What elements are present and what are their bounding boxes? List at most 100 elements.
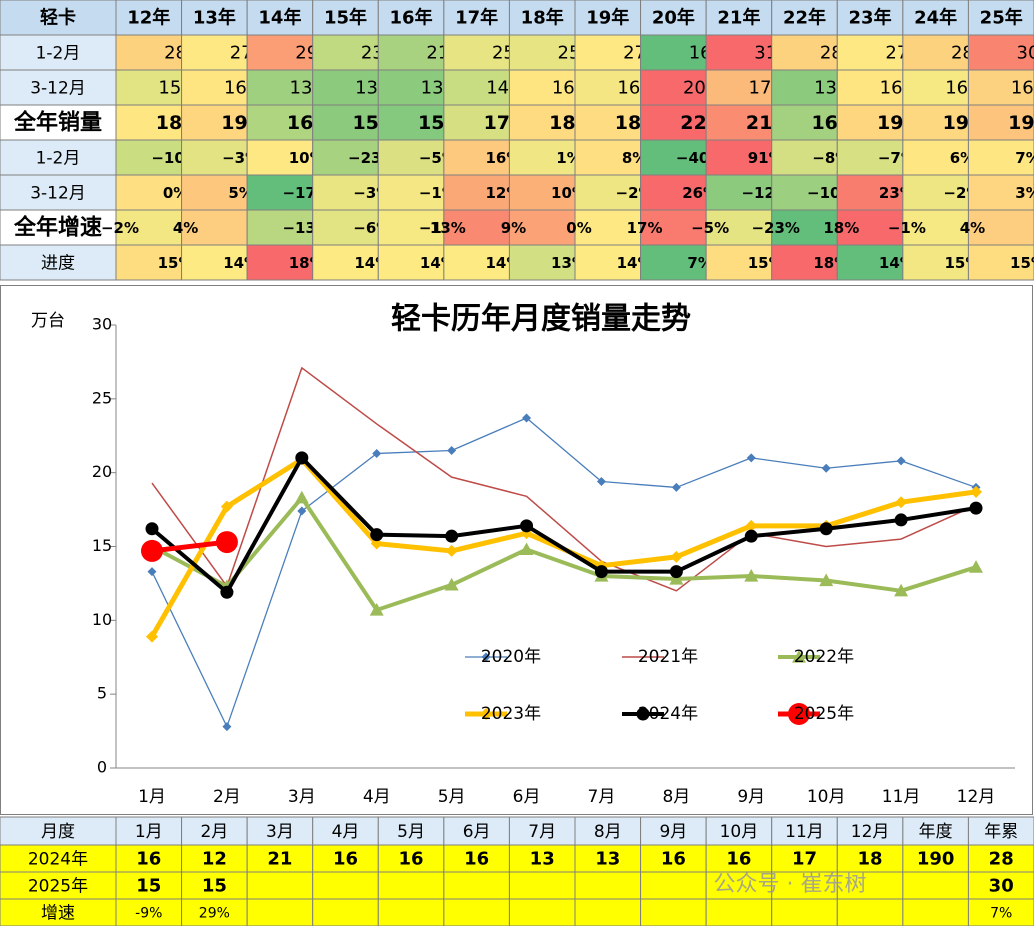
x-tick-label: 3月 <box>288 787 316 807</box>
row-label: 2025年 <box>28 877 88 897</box>
cell-value: 16 <box>464 849 489 870</box>
header-text: 11月 <box>785 822 824 842</box>
heat-cell <box>967 104 1034 141</box>
legend-label: 2025年 <box>794 704 854 724</box>
table-cell <box>771 898 838 926</box>
header-text: 23年 <box>849 7 892 29</box>
heat-cell <box>574 139 642 176</box>
heat-cell <box>902 69 969 106</box>
legend-label: 2022年 <box>794 647 854 667</box>
row-label: 3-12月 <box>30 184 86 204</box>
x-tick-label: 1月 <box>138 787 166 807</box>
heat-cell <box>246 209 314 246</box>
heat-cell <box>967 174 1034 211</box>
cell-value: 13 <box>530 849 555 870</box>
heat-cell <box>443 244 510 281</box>
data-point <box>744 569 759 582</box>
heat-cell <box>181 34 248 71</box>
row-label: 2024年 <box>28 850 88 870</box>
legend-label: 2020年 <box>481 647 541 667</box>
header-cell <box>771 816 838 846</box>
heat-cell <box>640 244 707 281</box>
header-text: 24年 <box>914 7 957 29</box>
x-tick-label: 11月 <box>882 787 921 807</box>
row-label: 3-12月 <box>30 79 86 99</box>
row-label-cell <box>0 209 117 246</box>
x-tick-label: 2月 <box>213 787 241 807</box>
heat-cell <box>771 34 838 71</box>
cell-value: 29% <box>199 906 230 922</box>
table-cell <box>246 844 314 873</box>
table-cell <box>902 844 969 873</box>
data-point <box>370 528 384 542</box>
data-point <box>522 413 532 423</box>
header-text: 年度 <box>919 822 953 842</box>
data-point <box>372 448 382 458</box>
header-cell <box>902 0 969 36</box>
header-cell <box>705 816 773 846</box>
y-tick-label: 25 <box>92 388 112 407</box>
header-cell <box>312 816 379 846</box>
heat-cell <box>115 174 183 211</box>
row-label: 1-2月 <box>36 149 81 169</box>
header-cell <box>836 0 904 36</box>
heat-cell <box>115 209 183 246</box>
data-point <box>895 496 908 509</box>
table-cell <box>115 898 183 926</box>
table-cell <box>443 871 510 900</box>
data-point <box>596 477 606 487</box>
header-text: 22年 <box>783 7 826 29</box>
heat-cell <box>508 209 576 246</box>
header-text: 8月 <box>594 822 622 842</box>
watermark: 公众号 · 崔东树 <box>714 872 867 897</box>
y-tick-label: 15 <box>92 536 112 555</box>
data-point <box>969 501 983 515</box>
table-cell <box>967 898 1034 926</box>
cell-value: 3% <box>1015 184 1034 202</box>
heat-cell <box>705 69 773 106</box>
data-point <box>147 567 157 577</box>
header-text: 16年 <box>390 7 433 29</box>
heat-cell <box>443 139 510 176</box>
cell-value: 17 <box>792 849 817 870</box>
table-cell <box>705 898 773 926</box>
data-point <box>294 490 309 504</box>
x-tick-label: 12月 <box>957 787 996 807</box>
data-point <box>215 531 238 554</box>
header-text: 17年 <box>455 7 498 29</box>
heat-cell <box>377 34 445 71</box>
cell-value: 17% <box>627 219 663 237</box>
header-cell <box>312 0 379 36</box>
header-cell <box>443 0 510 36</box>
cell-value: 4% <box>960 219 985 237</box>
table-cell <box>508 898 576 926</box>
heat-cell <box>115 244 183 281</box>
header-cell <box>181 0 248 36</box>
cell-value: 167 <box>1011 78 1034 99</box>
cell-value: 190 <box>917 849 955 870</box>
data-point <box>745 519 758 532</box>
header-text: 15年 <box>324 7 367 29</box>
heat-cell <box>574 209 642 246</box>
y-tick-label: 5 <box>97 684 107 703</box>
heat-cell <box>902 209 969 246</box>
heat-cell <box>902 34 969 71</box>
cell-value: −23% <box>751 219 799 237</box>
x-tick-label: 6月 <box>513 787 541 807</box>
header-text: 25年 <box>980 7 1023 29</box>
x-tick-label: 9月 <box>737 787 765 807</box>
header-text: 10月 <box>720 822 759 842</box>
heat-cell <box>836 244 904 281</box>
data-point <box>519 542 534 556</box>
heat-cell <box>771 104 838 141</box>
heat-cell <box>508 244 576 281</box>
data-point <box>894 513 908 527</box>
series-line <box>151 367 977 592</box>
table-cell <box>443 898 510 926</box>
cell-value: 197 <box>1008 112 1034 134</box>
table-cell <box>377 871 445 900</box>
data-point <box>821 463 831 473</box>
cell-value: 16 <box>399 849 424 870</box>
heat-cell <box>443 209 510 246</box>
heat-cell <box>508 34 576 71</box>
